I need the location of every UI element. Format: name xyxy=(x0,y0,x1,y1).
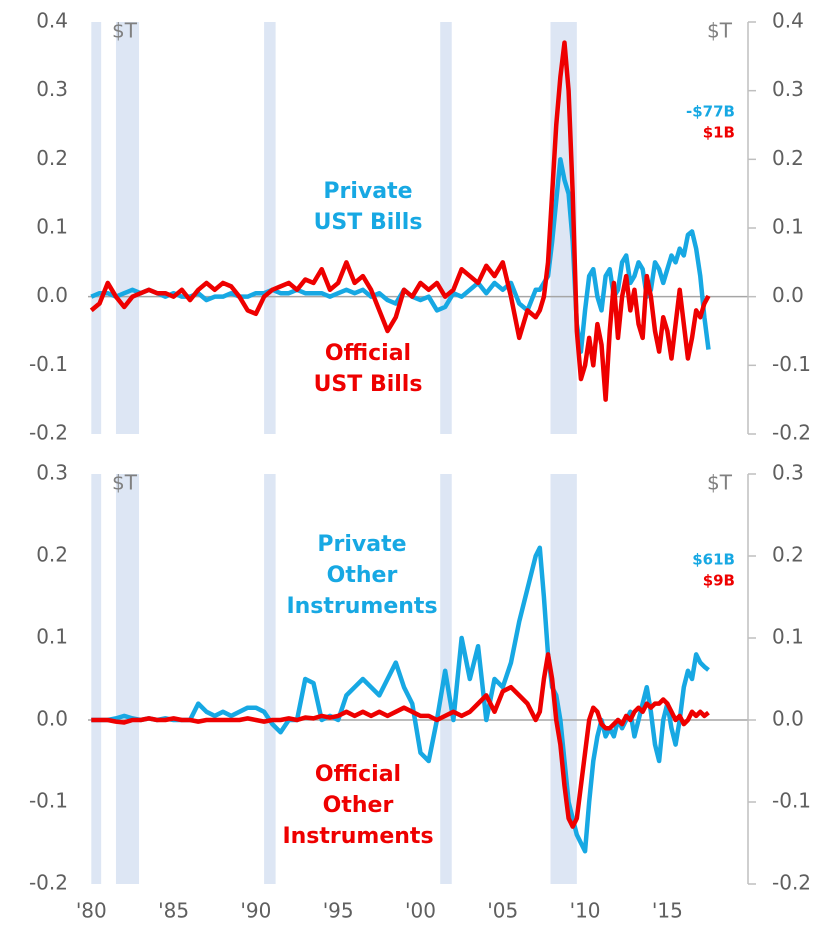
y2-tick-label: -0.1 xyxy=(772,789,811,813)
y2-tick-label: -0.2 xyxy=(772,421,811,445)
series-label: Instruments xyxy=(282,824,433,849)
y2-tick-label: 0.1 xyxy=(772,625,804,649)
series-line xyxy=(91,545,710,854)
x-tick-label: '85 xyxy=(158,899,189,923)
y2-tick-label: 0.0 xyxy=(772,707,804,731)
y2-tick-label: 0.1 xyxy=(772,215,804,239)
y-tick-label: 0.2 xyxy=(36,146,68,170)
end-value-label: $1B xyxy=(703,124,735,142)
x-tick-label: '00 xyxy=(405,899,436,923)
y2-tick-label: -0.1 xyxy=(772,352,811,376)
y-unit: $T xyxy=(112,471,138,495)
x-tick-label: '15 xyxy=(652,899,683,923)
y2-tick-label: 0.2 xyxy=(772,146,804,170)
y-tick-label: -0.2 xyxy=(29,421,68,445)
y2-tick-label: 0.3 xyxy=(772,77,804,101)
y2-tick-label: 0.4 xyxy=(772,9,804,33)
recession-band xyxy=(115,22,140,434)
y2-unit: $T xyxy=(707,471,733,495)
series-label: Official xyxy=(315,762,401,787)
y2-tick-label: 0.3 xyxy=(772,461,804,485)
x-tick-label: '10 xyxy=(570,899,601,923)
y2-unit: $T xyxy=(707,19,733,43)
series-label: Other xyxy=(323,793,394,818)
y-tick-label: 0.2 xyxy=(36,543,68,567)
series-label: Official xyxy=(325,341,411,366)
end-value-label: -$77B xyxy=(686,103,735,121)
y-tick-label: -0.1 xyxy=(29,352,68,376)
series-label: Other xyxy=(327,563,398,588)
y-tick-label: 0.0 xyxy=(36,707,68,731)
y-tick-label: 0.1 xyxy=(36,625,68,649)
recession-band xyxy=(264,474,276,884)
series-line xyxy=(90,157,711,354)
recession-band xyxy=(91,474,102,884)
y-tick-label: -0.1 xyxy=(29,789,68,813)
y-unit: $T xyxy=(112,19,138,43)
recession-band xyxy=(440,22,452,434)
recession-band xyxy=(264,22,276,434)
x-tick-label: '95 xyxy=(323,899,354,923)
end-value-label: $61B xyxy=(692,551,735,569)
series-label: UST Bills xyxy=(314,372,423,397)
y-tick-label: 0.3 xyxy=(36,77,68,101)
series-label: Private xyxy=(323,179,412,204)
y-tick-label: 0.4 xyxy=(36,9,68,33)
x-tick-label: '90 xyxy=(240,899,271,923)
y2-tick-label: 0.0 xyxy=(772,283,804,307)
series-label: UST Bills xyxy=(314,210,423,235)
y-tick-label: 0.0 xyxy=(36,283,68,307)
y-tick-label: -0.2 xyxy=(29,871,68,895)
series-line xyxy=(91,652,710,829)
series-line xyxy=(89,40,711,402)
y-tick-label: 0.3 xyxy=(36,461,68,485)
end-value-label: $9B xyxy=(703,572,735,590)
y-tick-label: 0.1 xyxy=(36,215,68,239)
y2-tick-label: 0.2 xyxy=(772,543,804,567)
y2-tick-label: -0.2 xyxy=(772,871,811,895)
series-label: Instruments xyxy=(286,594,437,619)
x-tick-label: '05 xyxy=(487,899,518,923)
recession-band xyxy=(91,22,102,434)
recession-band xyxy=(115,474,140,884)
x-tick-label: '80 xyxy=(76,899,107,923)
series-label: Private xyxy=(317,532,406,557)
